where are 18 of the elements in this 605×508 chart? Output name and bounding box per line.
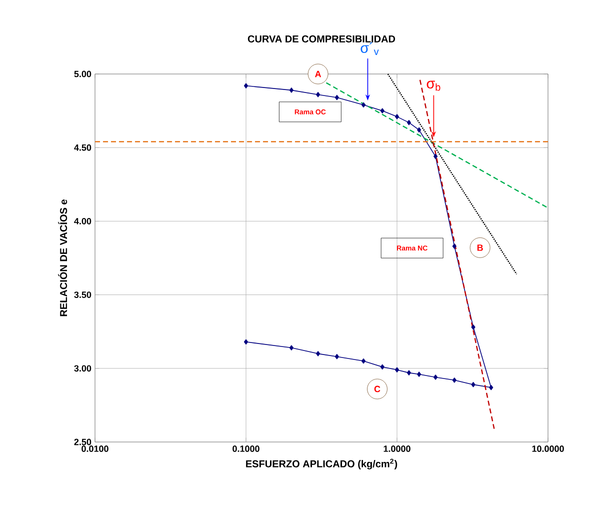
annotation: C (374, 386, 380, 392)
x-axis-title: ESFUERZO APLICADO (kg/cm$^{2}$) (246, 458, 398, 470)
y-tick-label: 3.00 (74, 365, 92, 372)
y-tick-label: 2.50 (74, 438, 92, 446)
y-axis-title: RELACIÓN DE VACÍOS e (58, 200, 68, 316)
annotation: B (477, 244, 483, 251)
x-tick-label: 0.1000 (232, 446, 260, 452)
x-tick-label: 10.0000 (532, 446, 564, 452)
y-tick-label: 4.00 (74, 218, 92, 224)
annotation: A (315, 70, 322, 78)
chart-title: CURVA DE COMPRESIBILIDAD (248, 35, 396, 42)
y-tick-label: 3.50 (74, 292, 92, 298)
x-tick-label: 0.0100 (82, 446, 108, 452)
annotation: σ$_{b}$ (426, 80, 440, 91)
annotation: σ´$_{v}$ (360, 42, 379, 55)
y-tick-label: 4.50 (74, 144, 92, 151)
y-tick-label: 5.00 (74, 70, 92, 78)
x-tick-label: 1.0000 (384, 446, 410, 452)
